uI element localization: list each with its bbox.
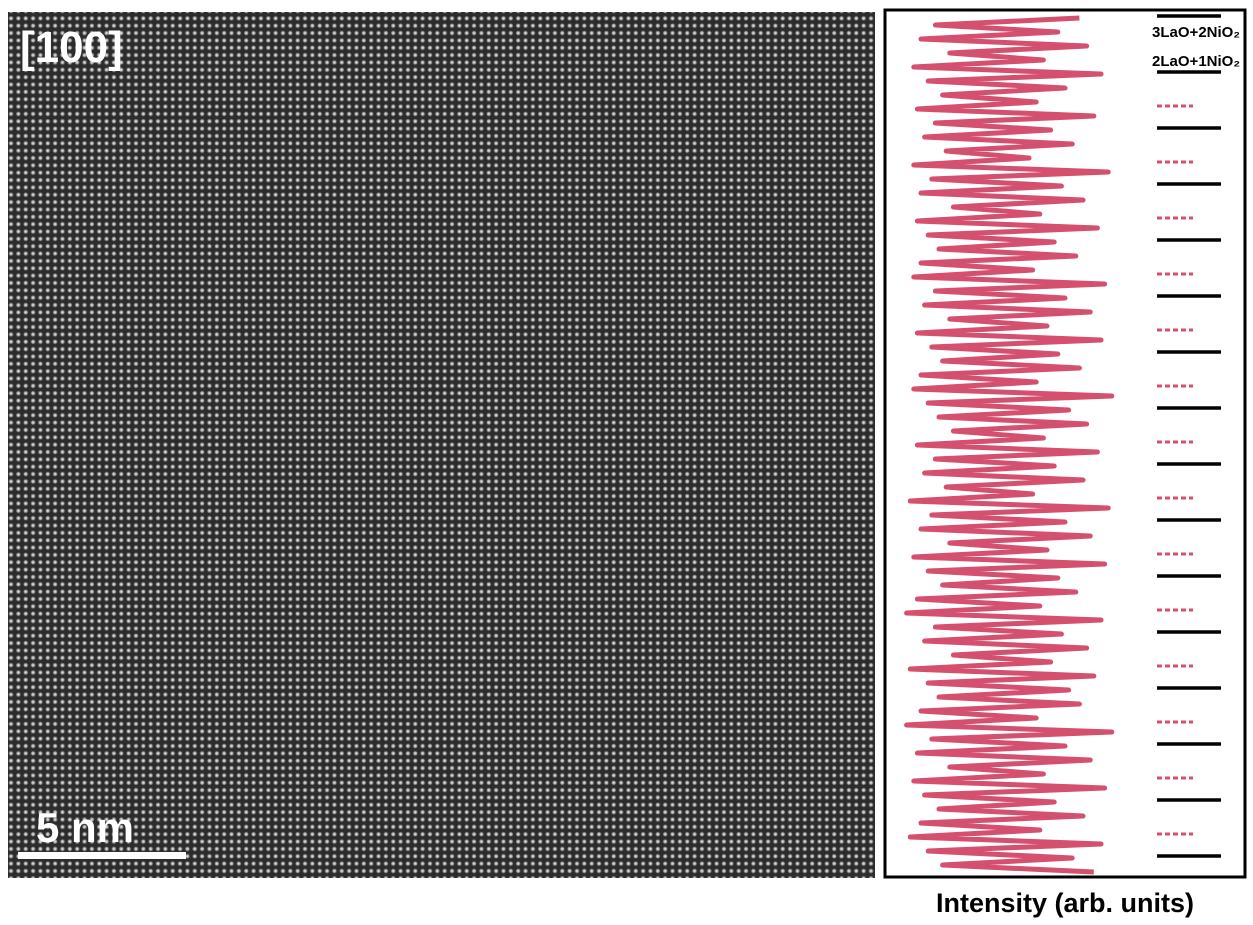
figure: [100] 5 nm 3LaO+2NiO₂ 2LaO+1NiO₂ Intensit…	[0, 0, 1253, 925]
annotation: 2LaO+1NiO₂	[1152, 53, 1240, 70]
scale-bar-label: 5 nm	[36, 804, 134, 851]
x-axis-label: Intensity (arb. units)	[936, 888, 1194, 918]
scale-bar	[18, 852, 186, 859]
zone-axis-label: [100]	[20, 23, 123, 72]
intensity-profile-panel: 3LaO+2NiO₂ 2LaO+1NiO₂	[885, 10, 1245, 877]
stem-image: [100] 5 nm	[8, 12, 875, 878]
annotation: 3LaO+2NiO₂	[1152, 24, 1240, 41]
